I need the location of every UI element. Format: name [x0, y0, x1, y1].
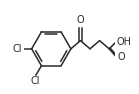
Text: OH: OH — [117, 37, 132, 47]
Text: O: O — [77, 15, 84, 25]
Text: O: O — [117, 52, 125, 63]
Text: Cl: Cl — [12, 44, 22, 54]
Text: Cl: Cl — [31, 76, 40, 86]
